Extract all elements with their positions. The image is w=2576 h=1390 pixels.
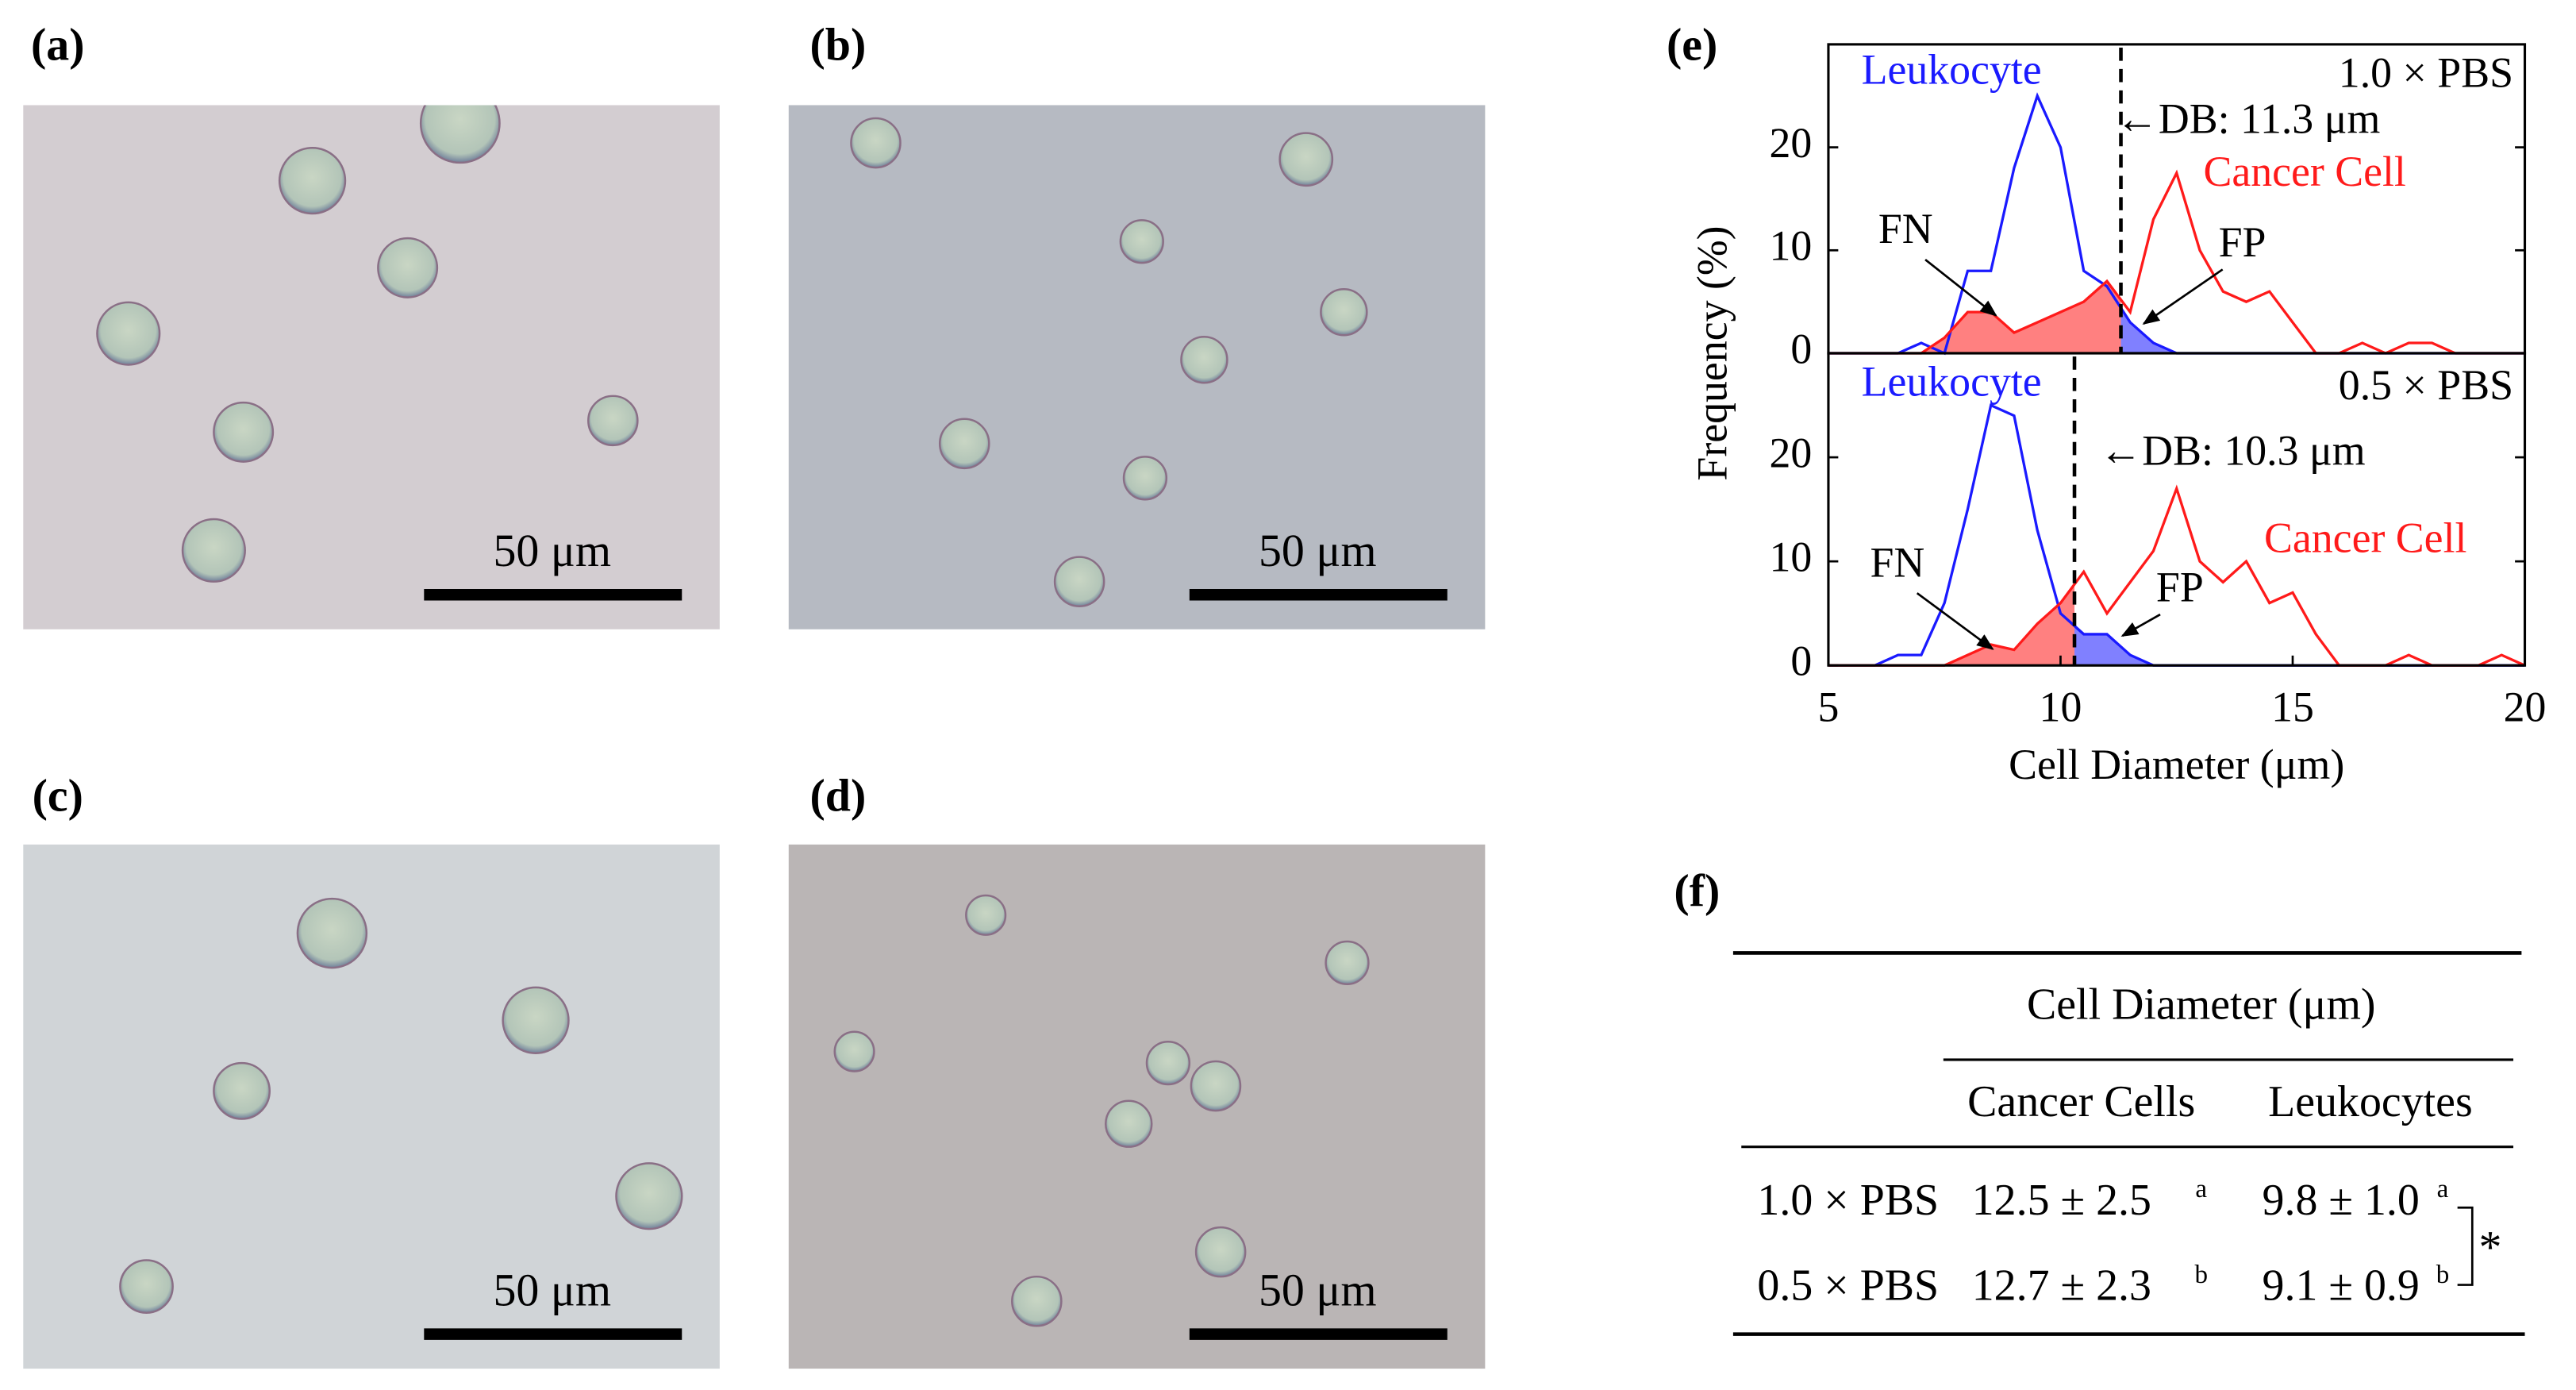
cell — [587, 395, 639, 447]
cell — [1325, 940, 1370, 986]
cells — [119, 897, 683, 1314]
scale-bar-label: 50 μm — [493, 1264, 611, 1315]
panel-label: (c) — [33, 769, 83, 821]
table-cell: 12.7 ± 2.3 — [1972, 1261, 2151, 1311]
cell — [1190, 1060, 1242, 1112]
cell — [850, 117, 902, 169]
annotation-arrow — [2120, 613, 2161, 637]
y-tick-label: 10 — [1769, 222, 1812, 270]
row-label: 1.0 × PBS — [1757, 1176, 1939, 1225]
y-tick-label: 20 — [1769, 119, 1812, 167]
cell — [181, 518, 246, 583]
shaded-area — [1828, 281, 2121, 353]
micrograph — [788, 105, 1486, 630]
legend-label: Leukocyte — [1862, 358, 2042, 406]
cell — [96, 301, 161, 366]
cell — [1278, 132, 1334, 187]
panel-label: (a) — [31, 18, 85, 70]
annotation-arrow — [1924, 258, 1997, 317]
plot-frame — [1827, 352, 2527, 667]
panel-label: (e) — [1667, 18, 1717, 70]
cells — [850, 117, 1368, 607]
row-label: 0.5 × PBS — [1757, 1261, 1939, 1311]
cell — [1105, 1099, 1153, 1148]
shaded-area — [1828, 584, 2075, 666]
cell — [1122, 456, 1168, 501]
scale-bar-label: 50 μm — [1259, 1264, 1377, 1315]
cell — [377, 237, 439, 298]
cell — [119, 1259, 174, 1314]
x-tick-label: 10 — [2040, 683, 2082, 731]
superscript: a — [2437, 1174, 2449, 1203]
legend-label: Leukocyte — [1862, 45, 2042, 93]
cell — [213, 1061, 271, 1120]
cell — [1320, 288, 1368, 337]
cell — [1053, 556, 1105, 607]
db-label: ←DB: 11.3 μm — [2116, 95, 2380, 143]
series-line — [1828, 169, 2525, 355]
cell — [615, 1162, 683, 1230]
condition-label: 0.5 × PBS — [2339, 361, 2513, 409]
cell — [1194, 1226, 1247, 1278]
cell — [1011, 1275, 1063, 1327]
cell — [213, 401, 275, 463]
condition-label: 1.0 × PBS — [2339, 49, 2513, 97]
table-title: Cell Diameter (μm) — [2027, 980, 2376, 1030]
cell — [965, 894, 1007, 936]
y-tick-label: 0 — [1790, 637, 1812, 685]
cell — [419, 105, 501, 164]
x-axis-label: Cell Diameter (μm) — [2009, 741, 2344, 788]
panel-label: (d) — [809, 769, 866, 821]
cell — [938, 418, 990, 470]
table-cell: 9.1 ± 0.9 — [2263, 1261, 2420, 1311]
cell — [278, 147, 347, 215]
column-header: Leukocytes — [2268, 1077, 2473, 1126]
annotation: FN — [1878, 205, 1933, 252]
y-tick-label: 10 — [1769, 533, 1812, 581]
cells — [96, 105, 639, 583]
annotation-arrow — [1916, 592, 1994, 650]
cell — [502, 986, 570, 1054]
column-header: Cancer Cells — [1967, 1077, 2195, 1126]
db-label: ←DB: 10.3 μm — [2099, 427, 2365, 475]
legend-label: Cancer Cell — [2264, 514, 2466, 561]
cell — [833, 1030, 875, 1072]
superscript: a — [2195, 1174, 2207, 1203]
significance: * — [2479, 1221, 2502, 1273]
shaded-area — [2074, 626, 2525, 666]
y-tick-label: 20 — [1769, 429, 1812, 476]
cell — [1119, 219, 1164, 264]
panel-label: (f) — [1674, 864, 1720, 916]
y-tick-label: 0 — [1790, 325, 1812, 372]
y-axis-label: Frequency (%) — [1689, 225, 1736, 480]
shaded-area — [2120, 307, 2525, 353]
significance-bracket — [2457, 1206, 2474, 1286]
cell — [1145, 1040, 1191, 1086]
superscript: b — [2436, 1260, 2450, 1289]
cell — [1180, 336, 1228, 384]
panel-label: (b) — [809, 18, 866, 70]
x-tick-label: 15 — [2271, 683, 2314, 731]
superscript: b — [2194, 1260, 2208, 1289]
table-cell: 12.5 ± 2.5 — [1972, 1176, 2151, 1225]
annotation: FP — [2219, 218, 2266, 266]
scale-bar-label: 50 μm — [1259, 525, 1377, 576]
x-tick-label: 5 — [1817, 683, 1839, 731]
micrograph — [23, 105, 720, 630]
legend-label: Cancer Cell — [2203, 148, 2405, 195]
cells — [833, 894, 1370, 1327]
x-tick-label: 20 — [2504, 683, 2547, 731]
table-cell: 9.8 ± 1.0 — [2263, 1176, 2420, 1225]
annotation: FN — [1870, 538, 1924, 586]
cell — [296, 897, 368, 969]
annotation: FP — [2156, 563, 2204, 610]
scale-bar-label: 50 μm — [493, 525, 611, 576]
annotation-arrow — [2142, 268, 2224, 325]
